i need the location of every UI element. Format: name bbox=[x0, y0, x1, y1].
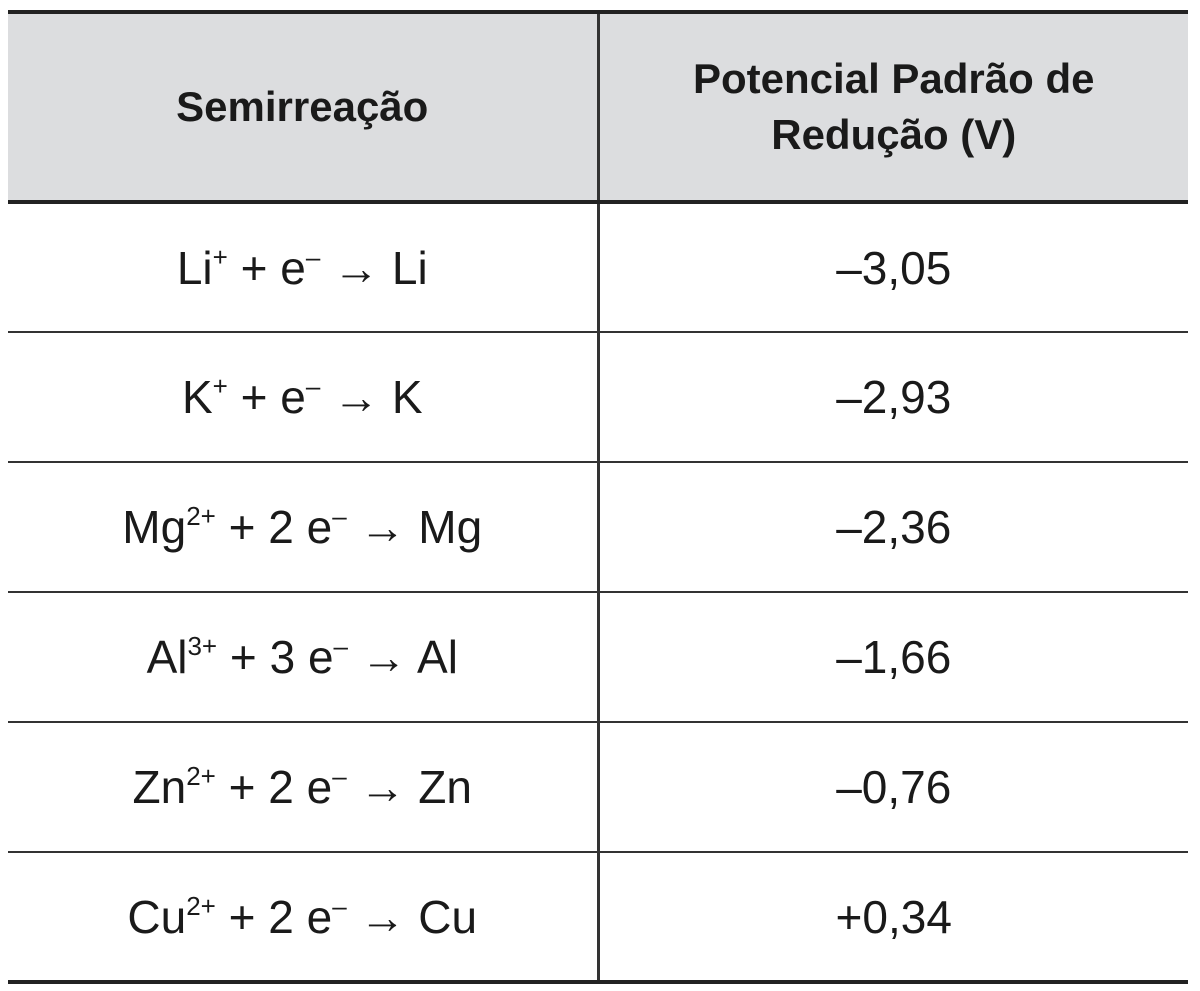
table-row: Al3+ + 3 e– → Al –1,66 bbox=[8, 592, 1188, 723]
product-symbol: Li bbox=[391, 241, 428, 294]
potential-cell: –0,76 bbox=[598, 722, 1188, 853]
potential-value: –3,05 bbox=[836, 241, 952, 294]
header-potential-line2: Redução (V) bbox=[771, 111, 1017, 158]
electron-symbol: e bbox=[280, 371, 306, 423]
potential-value: –0,76 bbox=[836, 761, 952, 813]
ion-symbol: Li bbox=[176, 241, 213, 294]
half-reaction-cell: Li+ + e– → Li bbox=[8, 202, 600, 333]
arrow-icon: → bbox=[346, 501, 419, 553]
reduction-potential-table: Semirreação Potencial Padrão de Redução … bbox=[8, 10, 1188, 984]
electron-coefficient: 2 bbox=[268, 501, 307, 553]
potential-value: –2,36 bbox=[836, 501, 952, 553]
half-reaction-cell: Zn2+ + 2 e– → Zn bbox=[8, 722, 600, 853]
ion-charge: 2+ bbox=[186, 761, 216, 791]
ion-symbol: Mg bbox=[122, 501, 187, 553]
table-row: Mg2+ + 2 e– → Mg –2,36 bbox=[8, 462, 1188, 593]
ion-charge: 2+ bbox=[186, 890, 216, 921]
ion-symbol: Al bbox=[146, 631, 188, 683]
ion-charge: 2+ bbox=[186, 501, 216, 531]
ion-charge: + bbox=[212, 371, 228, 401]
arrow-icon: → bbox=[320, 241, 392, 294]
data-table: Semirreação Potencial Padrão de Redução … bbox=[8, 10, 1188, 984]
table-row: Li+ + e– → Li –3,05 bbox=[8, 202, 1188, 333]
table-row: K+ + e– → K –2,93 bbox=[8, 332, 1188, 463]
plus-sign: + bbox=[227, 241, 281, 294]
table-row: Cu2+ + 2 e– → Cu +0,34 bbox=[8, 852, 1188, 984]
plus-sign: + bbox=[215, 501, 269, 553]
electron-charge: – bbox=[333, 631, 348, 661]
electron-symbol: e bbox=[306, 501, 333, 553]
half-reaction-cell: K+ + e– → K bbox=[8, 332, 600, 463]
half-reaction-cell: Mg2+ + 2 e– → Mg bbox=[8, 462, 600, 593]
potential-value: –2,93 bbox=[836, 371, 952, 423]
electron-symbol: e bbox=[306, 890, 333, 943]
table-header: Semirreação Potencial Padrão de Redução … bbox=[8, 10, 1188, 204]
potential-cell: –3,05 bbox=[598, 202, 1188, 333]
electron-coefficient: 2 bbox=[268, 890, 307, 943]
electron-coefficient: 3 bbox=[269, 631, 308, 683]
product-symbol: Cu bbox=[418, 890, 478, 943]
arrow-icon: → bbox=[348, 631, 418, 683]
half-reaction-cell: Cu2+ + 2 e– → Cu bbox=[8, 852, 600, 984]
ion-charge: + bbox=[212, 241, 228, 272]
product-symbol: Mg bbox=[418, 501, 483, 553]
table-body: Li+ + e– → Li –3,05 K+ + e– → K –2,93 Mg2+ +… bbox=[8, 202, 1188, 984]
plus-sign: + bbox=[215, 761, 269, 813]
plus-sign: + bbox=[217, 631, 270, 683]
product-symbol: K bbox=[391, 371, 423, 423]
ion-symbol: K bbox=[181, 371, 213, 423]
arrow-icon: → bbox=[346, 890, 419, 943]
ion-symbol: Cu bbox=[127, 890, 187, 943]
electron-coefficient: 2 bbox=[268, 761, 307, 813]
plus-sign: + bbox=[227, 371, 281, 423]
product-symbol: Al bbox=[417, 631, 458, 683]
potential-value: –1,66 bbox=[836, 631, 952, 683]
ion-charge: 3+ bbox=[187, 631, 218, 661]
electron-charge: – bbox=[305, 371, 321, 401]
product-symbol: Zn bbox=[418, 761, 472, 813]
potential-cell: +0,34 bbox=[598, 852, 1188, 984]
potential-value: +0,34 bbox=[835, 890, 952, 943]
electron-symbol: e bbox=[306, 761, 333, 813]
plus-sign: + bbox=[215, 890, 269, 943]
potential-cell: –2,36 bbox=[598, 462, 1188, 593]
potential-cell: –1,66 bbox=[598, 592, 1188, 723]
electron-charge: – bbox=[332, 501, 347, 531]
header-potential: Potencial Padrão de Redução (V) bbox=[598, 10, 1188, 204]
electron-symbol: e bbox=[307, 631, 334, 683]
electron-charge: – bbox=[305, 241, 321, 272]
table-row: Zn2+ + 2 e– → Zn –0,76 bbox=[8, 722, 1188, 853]
electron-charge: – bbox=[332, 890, 347, 921]
half-reaction-cell: Al3+ + 3 e– → Al bbox=[8, 592, 600, 723]
header-reaction-label: Semirreação bbox=[176, 83, 429, 130]
header-potential-line1: Potencial Padrão de bbox=[693, 55, 1095, 102]
header-reaction: Semirreação bbox=[8, 10, 600, 204]
arrow-icon: → bbox=[346, 761, 419, 813]
ion-symbol: Zn bbox=[132, 761, 187, 813]
potential-cell: –2,93 bbox=[598, 332, 1188, 463]
electron-charge: – bbox=[332, 761, 347, 791]
header-row: Semirreação Potencial Padrão de Redução … bbox=[8, 10, 1188, 204]
arrow-icon: → bbox=[320, 371, 392, 423]
electron-symbol: e bbox=[280, 241, 306, 294]
